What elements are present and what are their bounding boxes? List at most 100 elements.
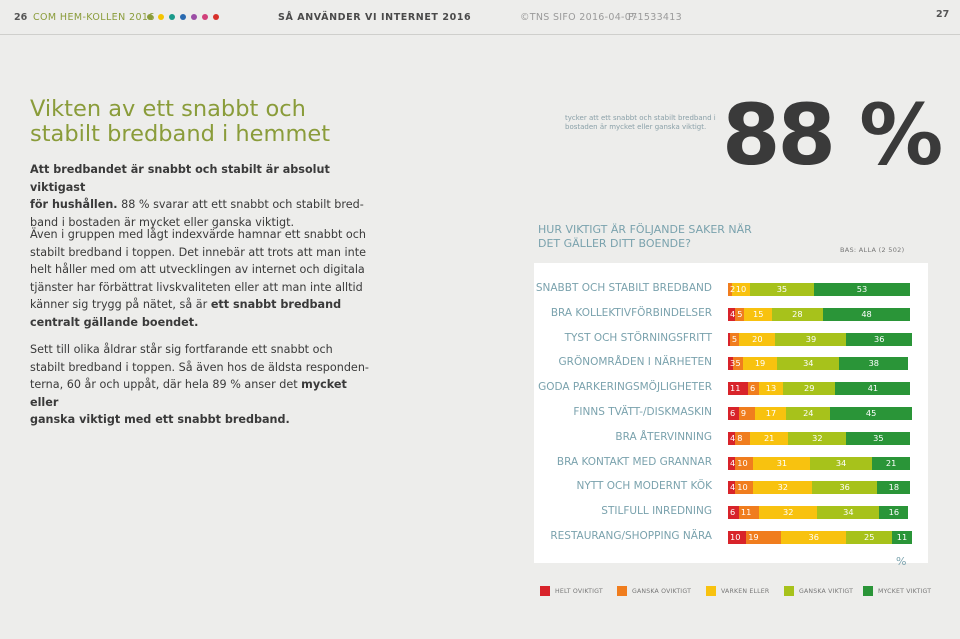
data-label: 32 [783,507,794,518]
data-label: 48 [861,308,872,319]
data-label: 36 [874,333,885,344]
color-dots [147,14,219,20]
data-label: 41 [867,383,879,394]
bar-segment [731,283,750,296]
text: Även i gruppen med lågt indexvärde hamna… [30,228,366,241]
bar-segment [735,456,754,470]
text-line: centralt gällande boendet. [30,314,375,332]
data-label: 34 [843,507,854,518]
data-label: 9 [740,408,747,418]
page-number-left: 26 [14,12,28,23]
bar-segment [728,531,747,544]
bar-segment [753,456,810,470]
bar-segment [891,531,912,544]
data-label: 34 [835,457,847,468]
bold-text: ett snabbt bredband [210,298,342,312]
data-label: 24 [803,408,814,418]
bar-segment [817,506,880,520]
data-label: 28 [792,308,803,319]
bar-segment [729,332,739,346]
data-label: 36 [808,532,819,542]
bar-segment [749,431,789,445]
bar-segment [780,531,847,544]
body-paragraph-2: Sett till olika åldrar står sig fortfara… [30,341,375,429]
chart-panel: SNABBT OCH STABILT BREDBAND 2 10 35 53 BRA KO… [534,263,928,563]
data-label: 2 [730,284,736,294]
data-label: 5 [731,333,738,344]
data-label: 21 [763,432,775,443]
chart-base-note: BAS: ALLA (2 502) [840,246,905,254]
page-title: Vikten av ett snabbt och stabilt bredban… [30,97,390,147]
data-label: 13 [765,383,777,394]
bar-segment [748,382,759,396]
text-line: stabilt bredband i toppen. Det innebär a… [30,244,375,262]
intro-paragraph: Att bredbandet är snabbt och stabilt är … [30,161,375,231]
bold-text: ganska viktigt med ett snabbt bredband. [30,413,290,427]
bar-segment [822,307,910,321]
bar-segment [777,357,839,371]
legend-label: MYCKET VIKTIGT [878,587,932,595]
source-note: ©TNS SIFO 2016-04-07 [520,12,638,23]
data-label: 45 [865,408,877,418]
color-dot [158,14,164,20]
data-label: 11 [730,383,741,394]
text: tjänster har förbättrat livskvaliteten e… [30,280,363,294]
legend-item: MYCKET VIKTIGT [863,586,931,596]
bar-segment [746,531,781,544]
page-header: 26 COM HEM-KOLLEN 2016 SÅ ANVÄNDER VI IN… [0,0,960,34]
bar-segment [753,481,812,495]
data-label: 10 [737,457,748,468]
data-label: 21 [885,457,897,468]
bar-segment [728,407,739,420]
data-label: 53 [856,284,868,294]
data-label: 38 [868,358,880,369]
bar-segment [877,481,910,495]
legend-label: HELT OVIKTIGT [555,587,603,595]
bar-segment [728,506,739,520]
legend-swatch [540,586,550,596]
data-label: 19 [748,532,759,542]
data-label: 5 [737,308,743,319]
data-label: 35 [776,284,788,294]
highlight-note: tycker att ett snabbt och stabilt bredba… [565,114,716,131]
text-line: ganska viktigt med ett snabbt bredband. [30,411,375,429]
category-label: STILFULL INREDNING [601,505,712,518]
legend-item: GANSKA VIKTIGT [784,586,853,596]
bar-segment [829,407,912,420]
data-label: 25 [864,532,875,542]
category-label: GRÖNOMRÅDEN I NÄRHETEN [558,356,712,369]
bar-segment [782,382,836,396]
text: 88 % svarar att ett snabbt och stabilt b… [117,198,364,212]
bar-segment [728,307,736,321]
legend-swatch [617,586,627,596]
bold-text: för hushållen. [30,198,118,212]
body-paragraph-1: Även i gruppen med lågt indexvärde hamna… [30,226,375,332]
highlight-percentage: 88 % [722,86,943,184]
data-label: 39 [805,333,817,344]
bar-segment [738,506,759,520]
data-label: 18 [888,482,900,493]
data-label: 32 [777,482,789,493]
text-line: Sett till olika åldrar står sig fortfara… [30,341,375,359]
category-label: TYST OCH STÖRNINGSFRITT [564,331,712,344]
category-label: BRA ÅTERVINNING [615,430,712,443]
data-label: 6 [750,383,756,394]
bar-segment [728,456,736,470]
bold-text: mycket eller [30,378,347,409]
bold-text: centralt gällande boendet. [30,315,199,329]
bar-segment [749,283,814,296]
text: stabilt bredband i toppen. Så även hos d… [30,360,369,374]
text-line: Även i gruppen med lågt indexvärde hamna… [30,226,375,244]
text: känner sig trygg på nätet, så är [30,298,211,312]
text-line: terna, 60 år och uppåt, där hela 89 % an… [30,376,375,411]
bar-segment [846,531,892,544]
text-line: helt håller med om att utvecklingen av i… [30,261,375,279]
header-divider [0,34,960,35]
text: Det innebär att trots att man inte [175,245,366,259]
bar-segment [728,332,730,346]
bar-segment [846,332,912,346]
data-label: 35 [873,432,884,443]
legend-item: HELT OVIKTIGT [540,586,603,596]
bar-segment [879,506,909,520]
bar-segment [735,307,745,321]
